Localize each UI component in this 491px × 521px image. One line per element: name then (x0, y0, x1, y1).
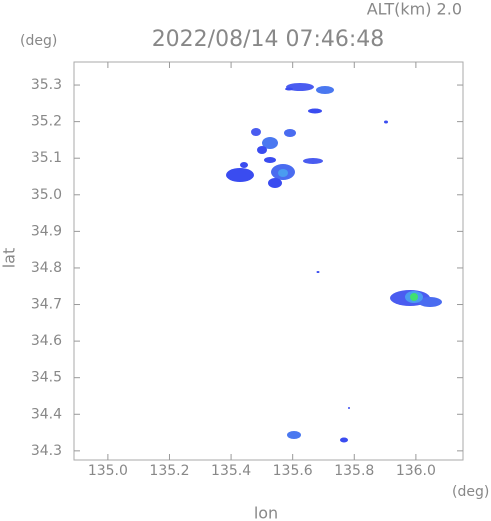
y-tick-label: 35.0 (31, 187, 62, 203)
x-tick-label: 135.2 (149, 463, 189, 479)
chart-title: 2022/08/14 07:46:48 (152, 27, 385, 52)
y-axis-label: lat (0, 248, 19, 269)
y-tick-label: 34.9 (31, 223, 62, 239)
plot-frame (73, 61, 464, 461)
y-tick-label: 34.4 (31, 406, 62, 422)
x-tick-label: 136.0 (396, 463, 436, 479)
y-tick-label: 34.8 (31, 260, 62, 276)
y-tick-label: 34.6 (31, 333, 62, 349)
x-unit: (deg) (452, 484, 489, 500)
y-tick-label: 35.3 (31, 77, 62, 93)
x-tick-label: 135.8 (334, 463, 374, 479)
x-tick-label: 135.0 (88, 463, 128, 479)
chart-subtitle: ALT(km) 2.0 (367, 0, 462, 19)
echoes (226, 83, 442, 443)
y-unit: (deg) (20, 33, 57, 49)
y-tick-label: 34.3 (31, 443, 62, 459)
y-tick-label: 35.1 (31, 150, 62, 166)
y-tick-label: 34.5 (31, 370, 62, 386)
y-tick-label: 34.7 (31, 297, 62, 313)
x-tick-label: 135.4 (211, 463, 251, 479)
x-tick-label: 135.6 (273, 463, 313, 479)
x-axis-label: lon (254, 504, 278, 521)
y-tick-label: 35.2 (31, 114, 62, 130)
